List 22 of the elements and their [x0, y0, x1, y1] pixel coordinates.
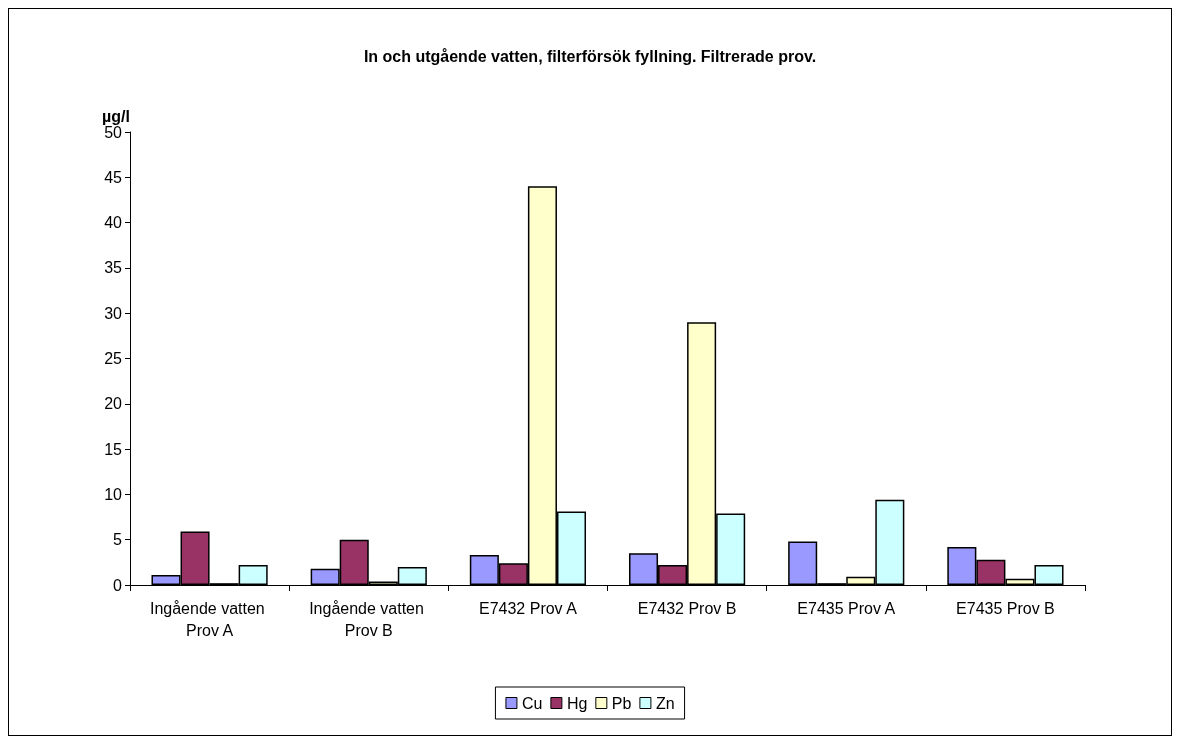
x-tick-label: E7435 Prov A [797, 599, 896, 617]
y-tick-label: 45 [104, 168, 123, 186]
chart-title: In och utgående vatten, filterförsök fyllning. Filtrerade prov. [363, 47, 817, 65]
x-tick-label: Ingående vatten Prov A [149, 599, 270, 639]
y-tick-label: 0 [113, 576, 123, 594]
y-axis-title: µg/l [102, 107, 130, 125]
x-tick-label: E7435 Prov B [956, 599, 1055, 617]
y-tick-label: 5 [113, 531, 123, 549]
y-tick-label: 20 [104, 395, 123, 413]
legend-label: Cu [521, 694, 543, 712]
y-tick-label: 40 [104, 214, 123, 232]
y-tick-label: 15 [104, 440, 123, 458]
legend-label: Zn [655, 694, 675, 712]
y-tick-label: 30 [104, 304, 123, 322]
x-tick-label: E7432 Prov B [637, 599, 737, 617]
legend-label: Pb [611, 694, 632, 712]
y-tick-label: 25 [104, 350, 123, 367]
legend-label: Hg [566, 694, 588, 712]
y-tick-label: 10 [104, 485, 123, 503]
y-tick-label: 35 [104, 259, 123, 277]
x-tick-label: E7432 Prov A [478, 599, 578, 617]
x-tick-label: Ingående vatten Prov B [309, 599, 429, 639]
